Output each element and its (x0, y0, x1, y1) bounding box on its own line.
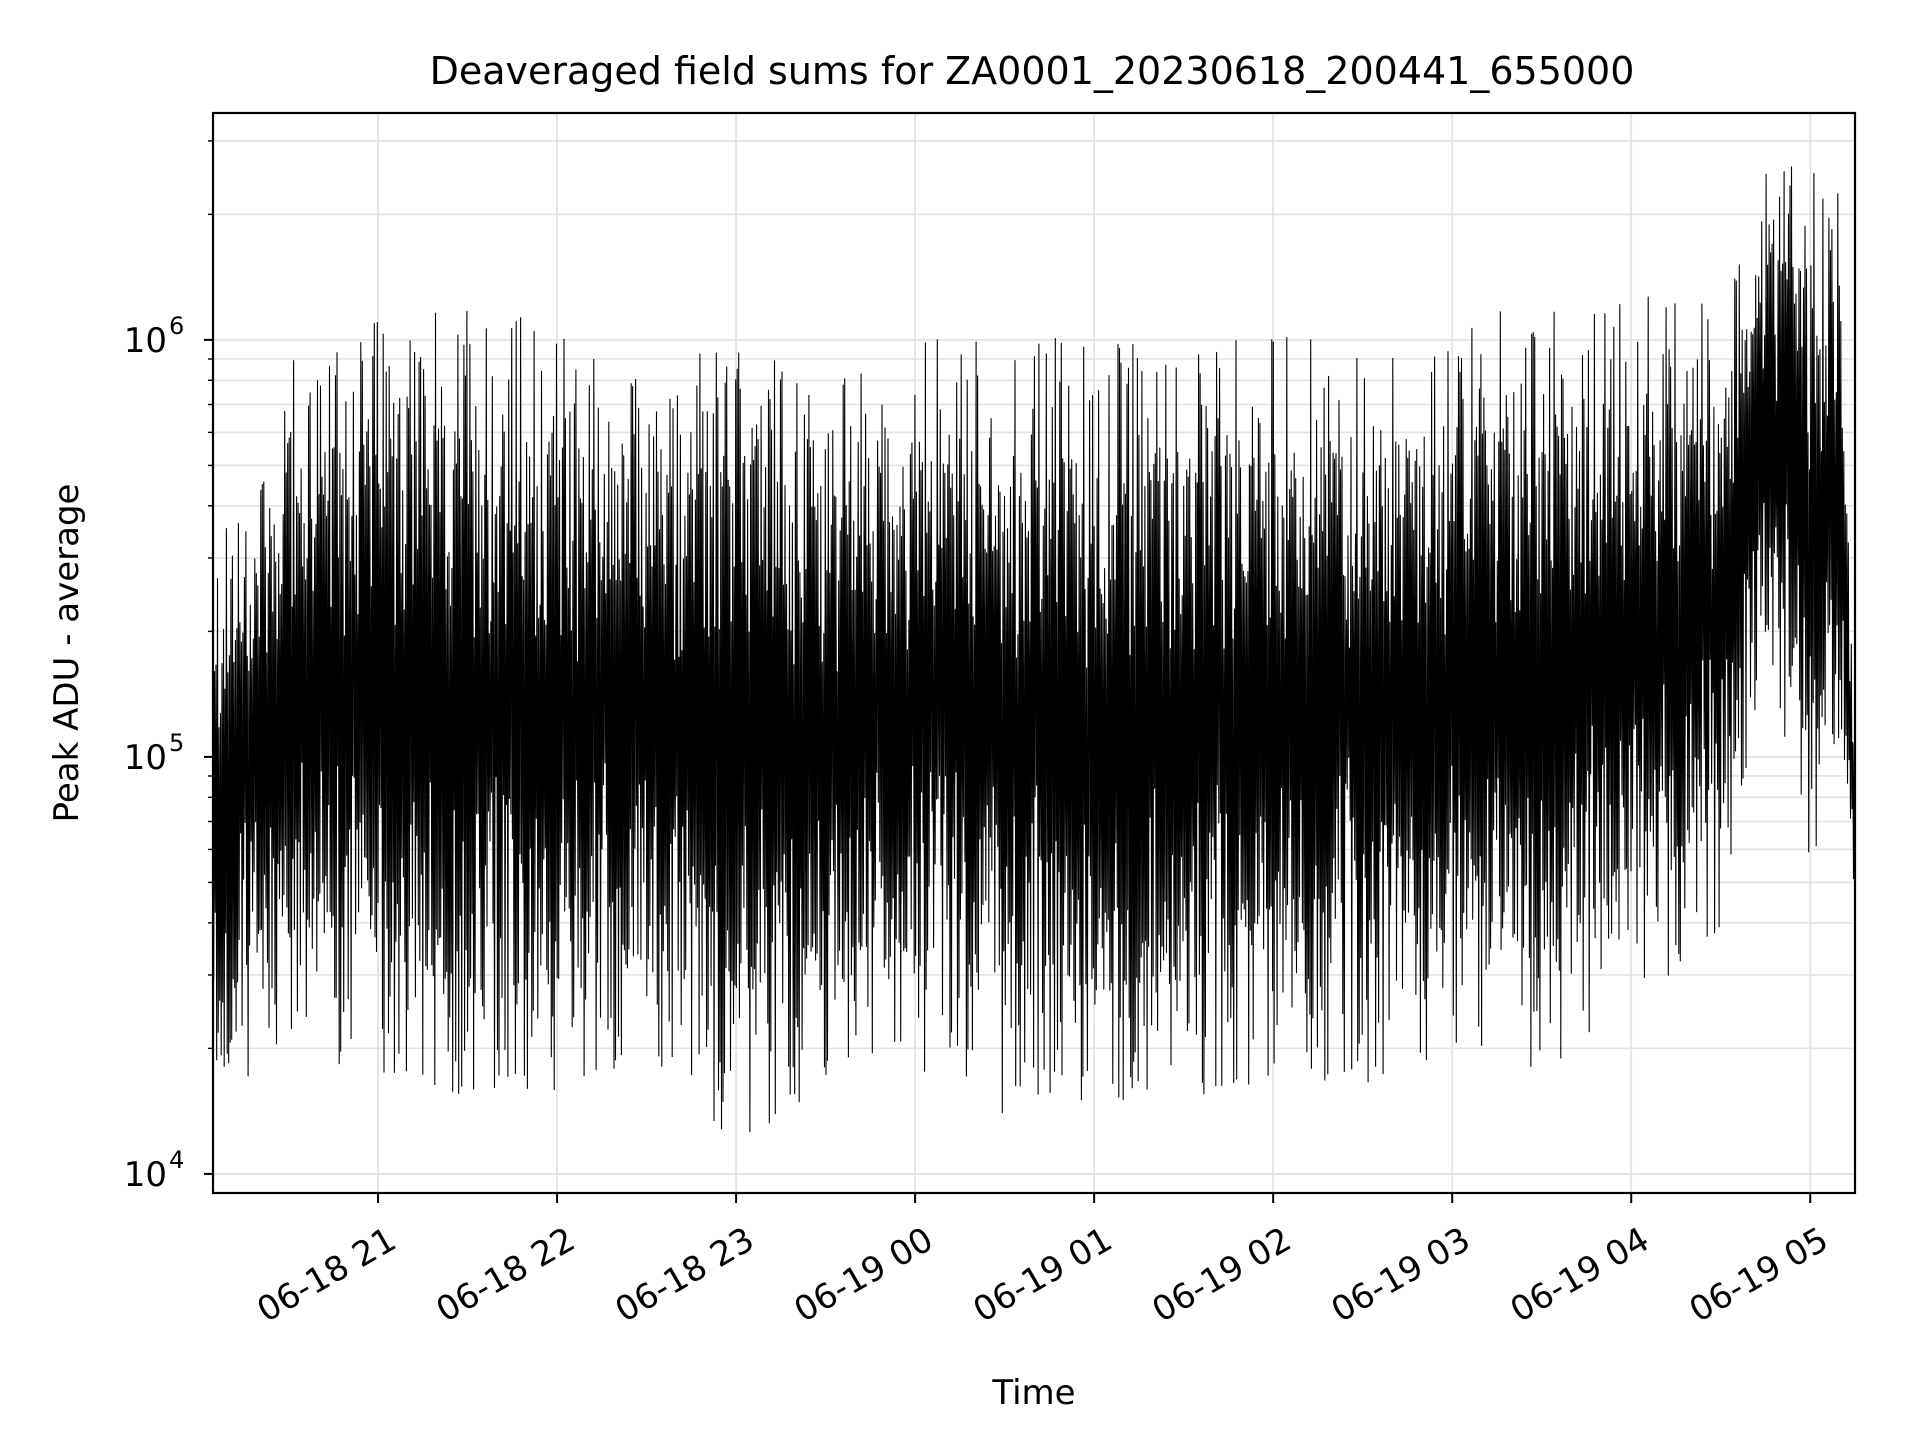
y-tick-exponent: 4 (169, 1146, 184, 1174)
y-tick-label: 10 (124, 738, 167, 778)
y-tick-label: 10 (124, 321, 167, 361)
plot-area-frame (211, 111, 1857, 1195)
series-line-peak-adu (212, 166, 1856, 1133)
x-axis-label: Time (991, 1373, 1075, 1413)
chart-title: Deaveraged field sums for ZA0001_2023061… (430, 49, 1635, 93)
y-axis-label: Peak ADU - average (47, 484, 87, 823)
y-tick-exponent: 5 (169, 729, 184, 757)
series-line-path (212, 166, 1856, 1133)
y-tick-exponent: 6 (169, 312, 184, 340)
y-tick-label: 10 (124, 1155, 167, 1195)
